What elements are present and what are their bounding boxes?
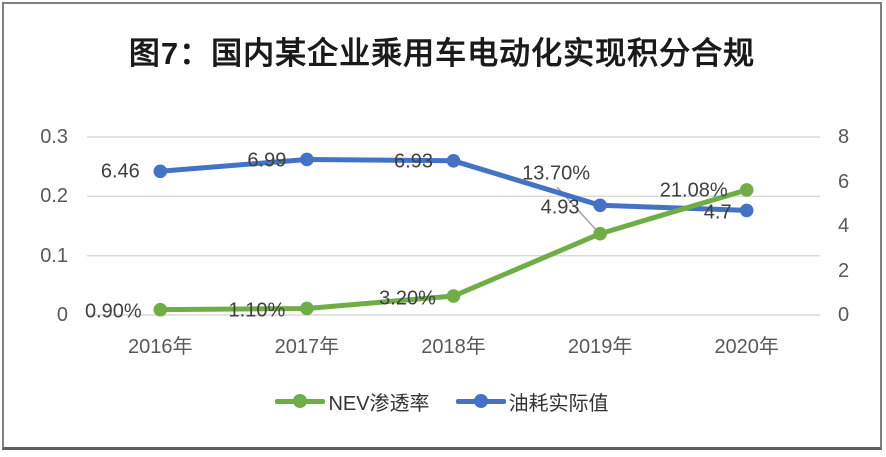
legend: NEV渗透率 油耗实际值 xyxy=(4,387,880,416)
data-point-marker[interactable] xyxy=(739,203,754,218)
y-axis-right-tick: 0 xyxy=(838,304,850,326)
data-point-marker[interactable] xyxy=(593,226,607,241)
chart-frame: 图7：国内某企业乘用车电动化实现积分合规 0 0.1 0.2 0.3 0 2 4 6 8 2016… xyxy=(2,2,882,450)
data-label-油耗实际值: 4.7 xyxy=(703,201,732,224)
legend-item-fuel-consumption[interactable]: 油耗实际值 xyxy=(455,387,609,416)
legend-label-fuel-consumption: 油耗实际值 xyxy=(508,392,609,415)
data-point-marker[interactable] xyxy=(300,152,314,167)
data-point-marker[interactable] xyxy=(153,164,168,179)
y-axis-right-tick: 6 xyxy=(838,170,850,193)
data-point-marker[interactable] xyxy=(153,302,168,317)
x-axis-label: 2016年 xyxy=(128,336,193,358)
data-label-NEV渗透率: 21.08% xyxy=(659,179,728,202)
plot-area xyxy=(87,136,820,317)
y-axis-right-tick: 8 xyxy=(838,126,850,148)
y-axis-right-tick: 2 xyxy=(838,259,850,282)
legend-item-nev-penetration[interactable]: NEV渗透率 xyxy=(275,387,430,416)
data-label-NEV渗透率: 1.10% xyxy=(228,299,286,322)
data-label-油耗实际值: 6.46 xyxy=(100,160,140,183)
data-point-marker[interactable] xyxy=(446,289,461,303)
x-axis-label: 2017年 xyxy=(274,336,340,358)
chart-title: 图7：国内某企业乘用车电动化实现积分合规 xyxy=(128,36,756,71)
y-axis-right-tick: 4 xyxy=(838,215,850,237)
data-point-marker[interactable] xyxy=(593,198,607,213)
x-axis-label: 2020年 xyxy=(714,336,779,358)
legend-label-nev-penetration: NEV渗透率 xyxy=(328,392,430,415)
y-axis-left-tick: 0.3 xyxy=(40,126,68,148)
data-label-油耗实际值: 6.99 xyxy=(247,149,287,172)
line-marker-icon xyxy=(455,394,506,408)
line-marker-icon xyxy=(275,394,326,408)
data-point-marker[interactable] xyxy=(446,154,461,168)
y-axis-left-tick: 0.2 xyxy=(40,185,68,208)
data-label-NEV渗透率: 13.70% xyxy=(522,162,591,185)
y-axis-left-tick: 0 xyxy=(56,304,68,326)
data-label-NEV渗透率: 3.20% xyxy=(379,287,436,310)
data-label-油耗实际值: 6.93 xyxy=(394,150,433,173)
data-point-marker[interactable] xyxy=(300,301,314,316)
data-label-NEV渗透率: 0.90% xyxy=(84,300,142,323)
x-axis-label: 2019年 xyxy=(567,336,633,358)
data-point-marker[interactable] xyxy=(739,183,754,197)
y-axis-left-tick: 0.1 xyxy=(40,244,68,267)
data-label-油耗实际值: 4.93 xyxy=(540,196,580,219)
x-axis-label: 2018年 xyxy=(421,336,486,358)
